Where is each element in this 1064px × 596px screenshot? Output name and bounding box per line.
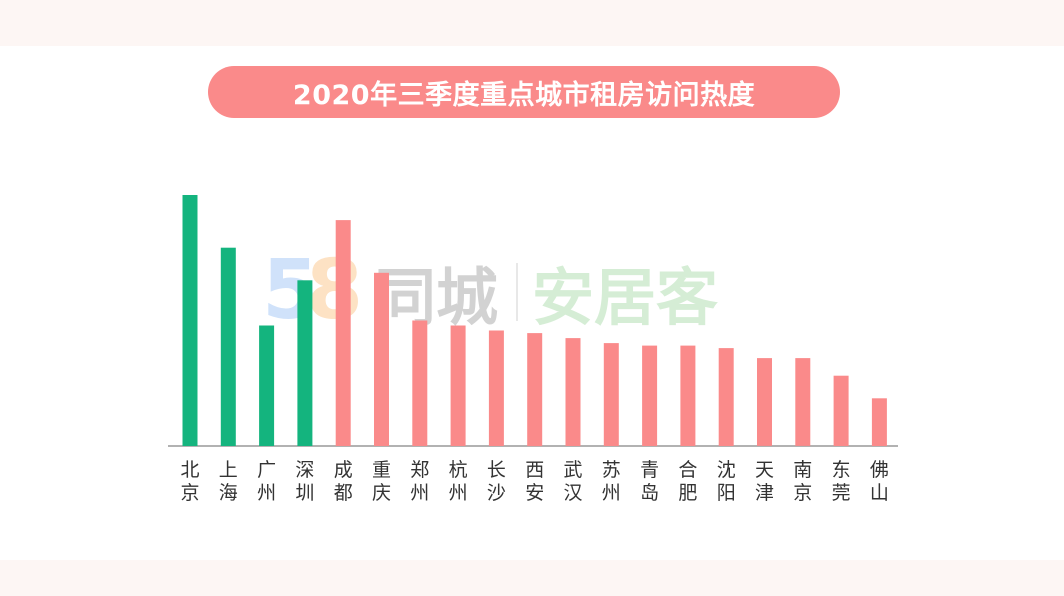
x-tick-label-6-1: 州 (410, 482, 429, 504)
x-tick-label-11-1: 州 (602, 482, 621, 504)
x-tick-label-17-1: 莞 (832, 482, 851, 504)
x-tick-label-5-0: 重 (372, 459, 391, 481)
bar-0 (182, 195, 198, 446)
top-band (0, 0, 1064, 46)
x-tick-label-15-0: 天 (755, 459, 774, 481)
x-tick-label-18-1: 山 (870, 482, 889, 504)
x-tick-label-9-1: 安 (525, 482, 544, 504)
bar-18 (871, 398, 887, 446)
x-tick-label-9-0: 西 (525, 459, 544, 481)
bar-5 (374, 272, 389, 446)
x-tick-label-2-0: 广 (257, 459, 276, 481)
x-tick-label-4-1: 都 (334, 482, 353, 504)
bar-13 (680, 345, 696, 446)
x-tick-label-16-1: 京 (793, 482, 812, 504)
x-tick-label-7-1: 州 (449, 482, 468, 504)
bar-2 (259, 325, 275, 446)
bar-12 (642, 345, 658, 446)
x-tick-label-13-1: 肥 (678, 482, 697, 504)
x-tick-label-14-0: 沈 (717, 459, 736, 481)
bar-7 (450, 325, 466, 446)
x-tick-label-8-0: 长 (487, 459, 506, 481)
x-tick-label-4-0: 成 (334, 459, 353, 481)
x-tick-label-3-0: 深 (295, 459, 314, 481)
bar-17 (833, 375, 849, 446)
bar-10 (565, 338, 581, 446)
x-tick-label-12-1: 岛 (640, 482, 659, 504)
x-tick-label-13-0: 合 (678, 459, 697, 481)
bottom-band (0, 560, 1064, 596)
bar-11 (603, 343, 619, 446)
bar-15 (757, 358, 772, 446)
chart-title-banner: 2020年三季度重点城市租房访问热度 (208, 66, 840, 118)
bar-3 (297, 280, 313, 446)
x-tick-label-17-0: 东 (832, 459, 851, 481)
x-tick-label-7-0: 杭 (449, 459, 468, 481)
x-tick-label-14-1: 阳 (717, 482, 736, 504)
x-tick-label-3-1: 圳 (295, 482, 314, 504)
bar-8 (488, 330, 504, 446)
bar-16 (795, 358, 811, 446)
x-tick-label-5-1: 庆 (372, 482, 391, 504)
x-tick-label-10-0: 武 (563, 459, 582, 481)
x-tick-label-8-1: 沙 (487, 482, 506, 504)
x-tick-label-12-0: 青 (640, 459, 659, 481)
bar-6 (412, 320, 428, 446)
x-tick-label-15-1: 津 (755, 482, 774, 504)
x-tick-label-18-0: 佛 (870, 459, 889, 481)
x-tick-label-11-0: 苏 (602, 459, 621, 481)
x-tick-label-1-1: 海 (219, 482, 238, 504)
bar-4 (335, 220, 351, 446)
x-tick-label-2-1: 州 (257, 482, 276, 504)
x-tick-label-10-1: 汉 (563, 482, 582, 504)
bar-9 (527, 333, 543, 447)
x-tick-label-0-1: 京 (180, 482, 199, 504)
bar-14 (718, 348, 734, 446)
x-tick-label-16-0: 南 (793, 459, 812, 481)
bar-1 (220, 247, 236, 446)
x-tick-label-6-0: 郑 (410, 459, 429, 481)
chart-title: 2020年三季度重点城市租房访问热度 (292, 79, 756, 111)
x-tick-label-1-0: 上 (219, 459, 238, 481)
x-tick-label-0-0: 北 (180, 459, 199, 481)
